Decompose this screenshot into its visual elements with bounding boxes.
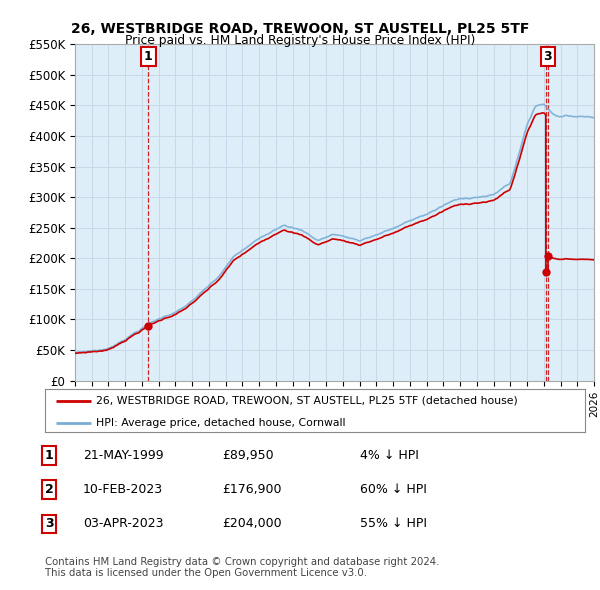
Text: 26, WESTBRIDGE ROAD, TREWOON, ST AUSTELL, PL25 5TF: 26, WESTBRIDGE ROAD, TREWOON, ST AUSTELL… bbox=[71, 22, 529, 37]
Text: 26, WESTBRIDGE ROAD, TREWOON, ST AUSTELL, PL25 5TF (detached house): 26, WESTBRIDGE ROAD, TREWOON, ST AUSTELL… bbox=[96, 396, 518, 406]
Text: 4% ↓ HPI: 4% ↓ HPI bbox=[360, 449, 419, 462]
Text: 55% ↓ HPI: 55% ↓ HPI bbox=[360, 517, 427, 530]
Text: Price paid vs. HM Land Registry's House Price Index (HPI): Price paid vs. HM Land Registry's House … bbox=[125, 34, 475, 47]
Text: 2: 2 bbox=[45, 483, 53, 496]
Text: HPI: Average price, detached house, Cornwall: HPI: Average price, detached house, Corn… bbox=[96, 418, 346, 428]
Text: 21-MAY-1999: 21-MAY-1999 bbox=[83, 449, 163, 462]
Text: 60% ↓ HPI: 60% ↓ HPI bbox=[360, 483, 427, 496]
Text: £204,000: £204,000 bbox=[222, 517, 281, 530]
Text: £176,900: £176,900 bbox=[222, 483, 281, 496]
Text: 1: 1 bbox=[45, 449, 53, 462]
Text: 3: 3 bbox=[45, 517, 53, 530]
Text: 3: 3 bbox=[544, 50, 552, 63]
Text: Contains HM Land Registry data © Crown copyright and database right 2024.: Contains HM Land Registry data © Crown c… bbox=[45, 557, 439, 566]
Text: 10-FEB-2023: 10-FEB-2023 bbox=[83, 483, 163, 496]
Text: This data is licensed under the Open Government Licence v3.0.: This data is licensed under the Open Gov… bbox=[45, 569, 367, 578]
Text: 1: 1 bbox=[144, 50, 152, 63]
Text: 03-APR-2023: 03-APR-2023 bbox=[83, 517, 163, 530]
Text: £89,950: £89,950 bbox=[222, 449, 274, 462]
